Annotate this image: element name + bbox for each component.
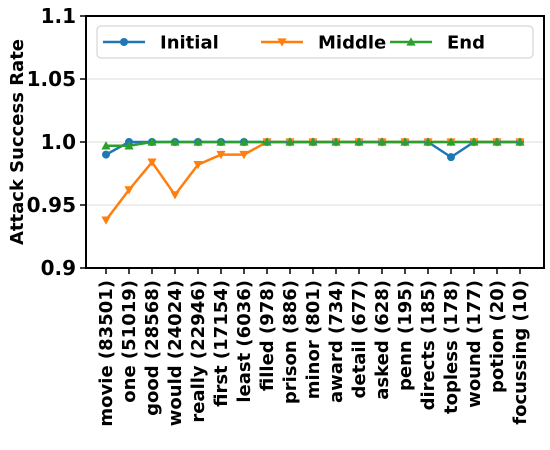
x-tick-label: detail (677) [349, 280, 370, 398]
data-point-end [377, 137, 387, 146]
data-point-end [423, 137, 433, 146]
y-tick-label: 0.9 [41, 256, 76, 280]
data-point-end [492, 137, 502, 146]
y-tick-label: 0.95 [27, 193, 76, 217]
y-axis-ticks: 0.9 0.95 1.0 1.05 1.1 [27, 4, 86, 280]
data-point-middle [239, 150, 249, 160]
x-tick-label: one (51019) [119, 280, 140, 403]
legend: Initial Middle End [96, 25, 534, 59]
legend-marker [406, 37, 416, 46]
data-point-middle [101, 216, 111, 225]
data-point-end [400, 137, 410, 146]
data-point-end [308, 137, 318, 146]
x-tick-label: first (17154) [211, 280, 232, 407]
x-axis-ticks: movie (83501) one (51019) good (28568) woul… [96, 268, 531, 427]
legend-label: Initial [160, 33, 219, 54]
x-tick-label: filled (978) [257, 280, 278, 391]
x-tick-label: movie (83501) [96, 280, 117, 427]
series-lines [105, 140, 520, 221]
x-tick-label: award (734) [326, 280, 347, 403]
x-tick-label: prison (886) [280, 280, 301, 404]
data-point-middle [147, 158, 157, 167]
x-tick-label: really (22946) [188, 280, 209, 423]
y-tick-label: 1.0 [41, 130, 76, 154]
data-point-end [124, 141, 134, 150]
data-point-end [193, 137, 203, 146]
x-tick-label: directs (185) [418, 280, 439, 410]
x-tick-label: penn (195) [395, 280, 416, 391]
data-point-end [469, 137, 479, 146]
data-point-end [354, 137, 364, 146]
x-tick-label: focussing (10) [510, 280, 531, 425]
x-tick-label: wound (177) [464, 280, 485, 408]
data-point-initial [102, 150, 110, 159]
series-markers [101, 137, 525, 225]
legend-label: Middle [318, 33, 386, 54]
y-tick-label: 1.1 [41, 4, 76, 28]
legend-label: End [447, 33, 485, 54]
data-point-end [101, 141, 111, 150]
data-point-middle [124, 186, 134, 195]
legend-marker [277, 38, 287, 47]
y-tick-label: 1.05 [27, 67, 76, 91]
data-point-end [331, 137, 341, 146]
data-point-end [216, 137, 226, 146]
x-tick-label: good (28568) [142, 280, 163, 416]
data-point-end [170, 137, 180, 146]
legend-box [96, 25, 534, 59]
data-point-end [147, 137, 157, 146]
x-tick-label: potion (20) [487, 280, 508, 393]
x-tick-label: minor (801) [303, 280, 324, 399]
data-point-end [446, 137, 456, 146]
data-point-initial [447, 153, 455, 162]
x-tick-label: would (24024) [165, 280, 186, 426]
data-point-end [515, 137, 525, 146]
x-tick-label: topless (178) [441, 280, 462, 414]
data-point-end [262, 137, 272, 146]
data-point-middle [193, 161, 203, 170]
data-point-middle [170, 191, 180, 200]
x-tick-label: least (6036) [234, 280, 255, 403]
data-point-middle [216, 150, 226, 160]
data-point-end [239, 137, 249, 146]
y-axis-label: Attack Success Rate [7, 39, 28, 245]
data-point-end [285, 137, 295, 146]
legend-marker [120, 38, 128, 46]
x-tick-label: asked (628) [372, 280, 393, 400]
